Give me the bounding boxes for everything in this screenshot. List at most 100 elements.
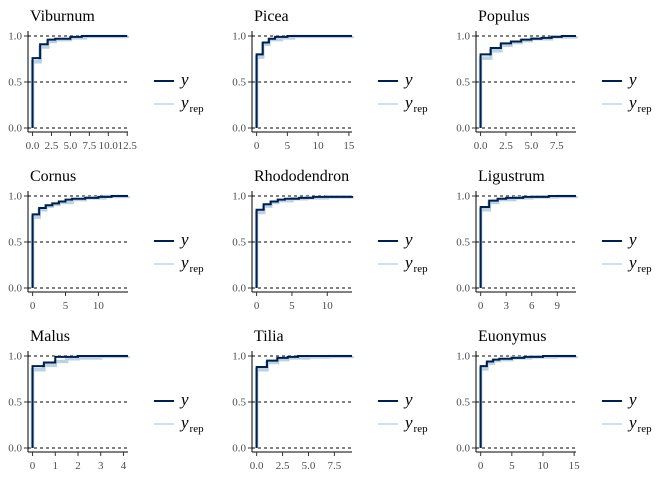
y-tick-label: 0.5 (456, 397, 470, 409)
x-tick-label: 0 (478, 300, 484, 312)
y-tick-label: 0.5 (232, 77, 246, 89)
x-tick-label: 5 (289, 300, 295, 312)
x-tick-label: 2.5 (45, 140, 59, 152)
x-tick-label: 0 (478, 460, 484, 472)
y-tick-label: 0.0 (456, 123, 470, 135)
x-tick-label: 12.5 (118, 140, 138, 152)
y-tick-label: 0.0 (456, 283, 470, 295)
y-tick-label: 1.0 (456, 31, 470, 43)
x-tick-label: 0.0 (474, 140, 488, 152)
x-tick-label: 0.0 (250, 460, 264, 472)
y-ecdf-line (479, 355, 576, 448)
panel-populus: Populus 0.0 0.5 1.0 0.0 2.5 5.0 7.5 y yrep (456, 8, 652, 152)
y-tick-label: 0.5 (456, 77, 470, 89)
y-tick-label: 1.0 (8, 191, 22, 203)
x-tick-label: 0 (30, 300, 36, 312)
x-tick-label: 7.5 (328, 460, 342, 472)
y-ecdf-line (479, 35, 576, 128)
y-tick-label: 0.0 (8, 443, 22, 455)
panel-ligustrum: Ligustrum 0.0 0.5 1.0 0 3 6 9 y yrep (456, 168, 652, 312)
x-tick-label: 15 (569, 460, 581, 472)
panel-title: Populus (478, 8, 530, 25)
x-tick-label: 3 (503, 300, 509, 312)
panel-title: Ligustrum (478, 168, 545, 185)
legend-y-label: y (627, 390, 637, 409)
legend-yrep-label: yrep (179, 253, 204, 275)
legend-yrep-label: yrep (403, 253, 428, 275)
legend-yrep-label: yrep (627, 93, 652, 115)
x-tick-label: 15 (343, 140, 355, 152)
x-tick-label: 2.5 (499, 140, 513, 152)
legend-yrep-label: yrep (403, 93, 428, 115)
legend-yrep-label: yrep (179, 93, 204, 115)
legend-yrep-label: yrep (403, 413, 428, 435)
x-tick-label: 7.5 (550, 140, 564, 152)
legend-y-label: y (403, 390, 413, 409)
legend-yrep-label: yrep (179, 413, 204, 435)
legend-y-label: y (179, 230, 189, 249)
legend-subscript: rep (190, 103, 205, 115)
legend-subscript: rep (638, 423, 653, 435)
y-tick-label: 1.0 (456, 351, 470, 363)
y-tick-label: 0.5 (8, 77, 22, 89)
legend-y-label: y (179, 70, 189, 89)
y-ecdf-line (31, 195, 128, 288)
y-tick-label: 0.0 (8, 283, 22, 295)
x-tick-label: 10.0 (99, 140, 119, 152)
x-tick-label: 10 (93, 300, 105, 312)
x-tick-label: 5.0 (302, 460, 316, 472)
y-tick-label: 0.0 (232, 283, 246, 295)
x-tick-label: 2.5 (276, 460, 290, 472)
x-tick-label: 3 (98, 460, 104, 472)
panel-malus: Malus 0.0 0.5 1.0 0 1 2 3 4 y yrep (8, 328, 204, 472)
legend-subscript: rep (638, 103, 653, 115)
x-tick-label: 7.5 (82, 140, 96, 152)
panel-title: Tilia (254, 328, 284, 345)
y-tick-label: 0.5 (8, 237, 22, 249)
legend-subscript: rep (414, 103, 429, 115)
x-tick-label: 0.0 (26, 140, 40, 152)
y-tick-label: 1.0 (232, 191, 246, 203)
y-ecdf-line (479, 195, 576, 288)
legend-yrep-label: yrep (627, 413, 652, 435)
panel-picea: Picea 0.0 0.5 1.0 0 5 10 15 y yrep (232, 8, 428, 152)
y-ecdf-line (31, 355, 128, 448)
y-tick-label: 0.5 (232, 397, 246, 409)
panel-viburnum: Viburnum 0.0 0.5 1.0 0.0 2.5 5.0 7.5 10.0 12.5 y yr… (8, 8, 204, 152)
legend-subscript: rep (190, 263, 205, 275)
legend-subscript: rep (414, 263, 429, 275)
legend-subscript: rep (190, 423, 205, 435)
panel-cornus: Cornus 0.0 0.5 1.0 0 5 10 y yrep (8, 168, 204, 312)
panel-title: Viburnum (30, 8, 95, 25)
x-tick-label: 5 (509, 460, 515, 472)
x-tick-label: 9 (555, 300, 561, 312)
legend-y-label: y (179, 390, 189, 409)
legend-yrep-label: yrep (627, 253, 652, 275)
panel-title: Euonymus (478, 328, 546, 345)
y-tick-label: 0.0 (456, 443, 470, 455)
y-tick-label: 1.0 (232, 31, 246, 43)
y-ecdf-line (255, 195, 353, 288)
x-tick-label: 5 (63, 300, 69, 312)
y-ecdf-line (31, 35, 128, 128)
panel-rhododendron: Rhododendron 0.0 0.5 1.0 0 5 10 y yrep (232, 168, 428, 312)
y-ecdf-line (255, 355, 352, 448)
x-tick-label: 0 (254, 140, 260, 152)
y-tick-label: 0.0 (232, 123, 246, 135)
x-tick-label: 1 (53, 460, 59, 472)
panel-tilia: Tilia 0.0 0.5 1.0 0.0 2.5 5.0 7.5 y yrep (232, 328, 428, 472)
y-tick-label: 1.0 (232, 351, 246, 363)
y-tick-label: 1.0 (456, 191, 470, 203)
x-tick-label: 6 (529, 300, 535, 312)
legend-subscript: rep (638, 263, 653, 275)
x-tick-label: 5.0 (64, 140, 78, 152)
x-tick-label: 5 (285, 140, 291, 152)
x-tick-label: 10 (537, 460, 549, 472)
x-tick-label: 0 (30, 460, 36, 472)
x-tick-label: 4 (121, 460, 127, 472)
x-tick-label: 5.0 (524, 140, 538, 152)
y-tick-label: 0.0 (8, 123, 22, 135)
x-tick-label: 10 (322, 300, 334, 312)
y-tick-label: 0.5 (232, 237, 246, 249)
